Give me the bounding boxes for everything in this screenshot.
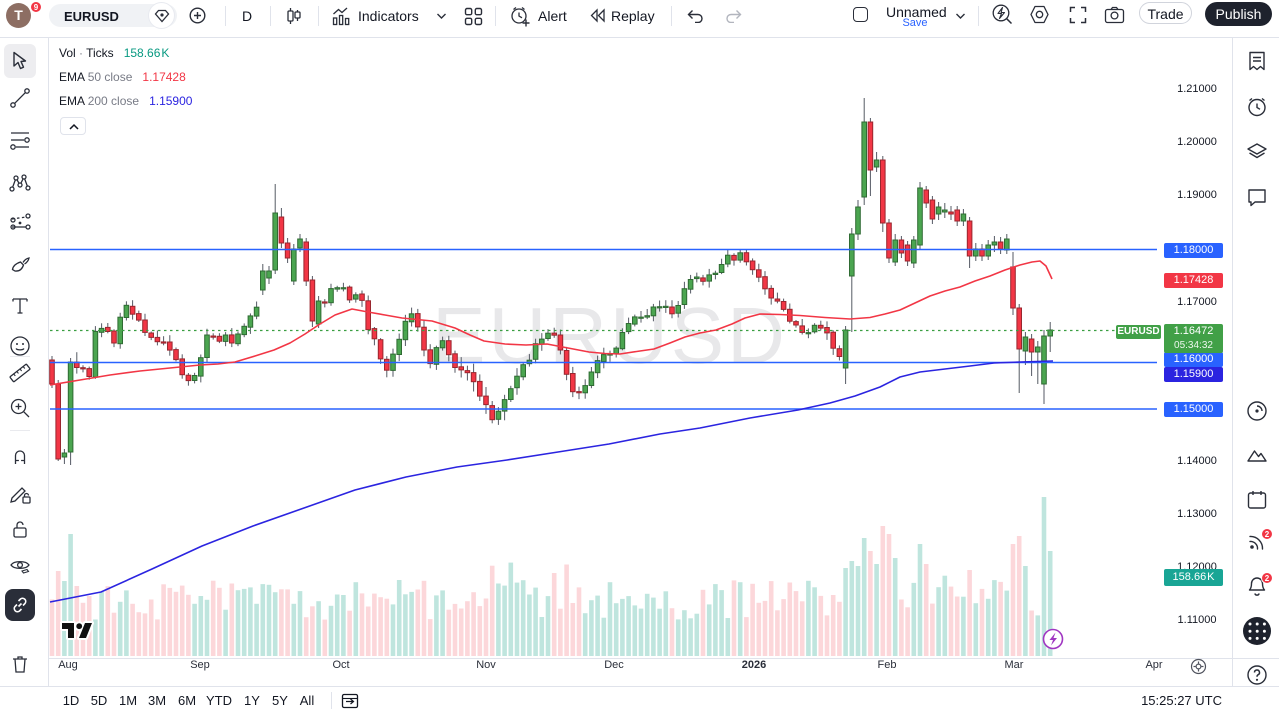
svg-text:EURUSD: EURUSD	[432, 291, 788, 380]
